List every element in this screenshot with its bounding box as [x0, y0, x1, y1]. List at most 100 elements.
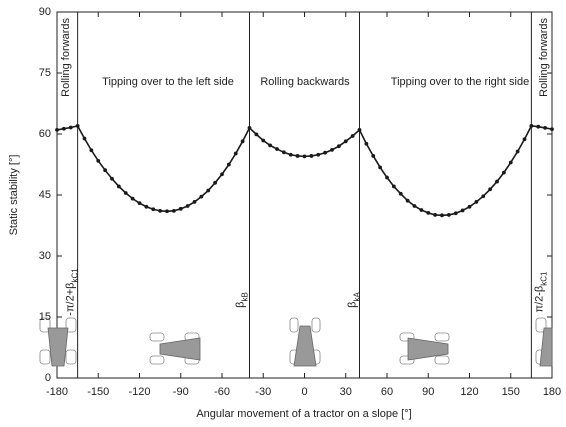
data-point	[336, 144, 341, 149]
annotation: Rolling forwards	[60, 18, 72, 97]
data-point	[103, 168, 108, 173]
data-point	[302, 154, 307, 159]
data-point	[268, 143, 273, 148]
annotation: Rolling backwards	[260, 76, 350, 88]
data-point	[247, 126, 252, 130]
data-point	[281, 150, 286, 155]
reference-label-main: -π/2+β	[65, 283, 77, 316]
x-tick-label: -30	[255, 386, 271, 398]
y-tick-label: 30	[39, 250, 51, 262]
x-axis-label: Angular movement of a tractor on a slope…	[196, 408, 411, 420]
data-point	[453, 211, 458, 216]
data-point	[550, 127, 554, 132]
reference-label: -π/2+βkC1	[65, 268, 80, 316]
reference-label-main: β	[234, 302, 246, 308]
data-point	[226, 162, 231, 167]
data-point	[440, 213, 444, 218]
reference-label: βkA	[346, 292, 361, 308]
x-tick-label: 30	[340, 386, 352, 398]
data-point	[206, 188, 211, 193]
x-tick-label: -60	[214, 386, 230, 398]
data-point	[55, 128, 59, 132]
data-point	[371, 154, 376, 158]
x-tick-label: 150	[502, 386, 520, 398]
data-point	[192, 200, 197, 204]
annotation: Rolling forwards	[538, 18, 550, 97]
data-point	[144, 204, 149, 209]
data-point	[536, 124, 541, 129]
x-tick-label: 120	[460, 386, 478, 398]
data-point	[110, 176, 114, 181]
data-point	[426, 210, 431, 215]
data-point	[240, 139, 245, 144]
data-point	[178, 206, 183, 211]
data-point	[323, 150, 328, 155]
data-point	[68, 125, 73, 130]
reference-label-sub: kC1	[539, 271, 548, 286]
data-point	[199, 194, 204, 199]
data-point	[275, 147, 279, 151]
plot-frame	[56, 11, 553, 379]
data-point	[295, 154, 300, 158]
data-point	[116, 184, 121, 189]
data-point	[233, 151, 238, 156]
tractor-icons	[39, 317, 553, 367]
data-point	[158, 208, 163, 213]
data-point	[467, 204, 472, 209]
reference-label-sub: kA	[352, 292, 361, 302]
data-point	[433, 213, 438, 217]
data-point	[364, 141, 369, 146]
x-tick-label: 90	[422, 386, 434, 398]
data-point	[330, 147, 334, 152]
data-point	[185, 204, 190, 208]
data-point	[488, 187, 493, 192]
y-tick-label: 90	[39, 6, 51, 18]
reference-label-sub: kB	[240, 292, 249, 301]
data-point	[481, 194, 486, 199]
y-tick-label: 60	[39, 128, 51, 140]
reference-label-main: β	[346, 302, 358, 308]
x-tick-label: 0	[301, 386, 307, 398]
data-point	[254, 132, 259, 137]
data-point	[357, 128, 362, 132]
data-point	[96, 158, 101, 163]
x-tick-label: -90	[173, 386, 189, 398]
data-point	[343, 139, 348, 144]
annotation: Tipping over to the left side	[102, 76, 234, 88]
reference-label: π/2-βkC1	[533, 271, 548, 313]
y-tick-label: 45	[39, 189, 51, 201]
data-point	[543, 126, 548, 130]
y-tick-label: 15	[39, 311, 51, 323]
data-point	[405, 198, 410, 203]
data-point	[220, 172, 224, 177]
data-point	[385, 175, 389, 180]
data-point	[171, 208, 176, 213]
data-point	[316, 152, 321, 157]
data-point	[495, 179, 499, 184]
data-point	[123, 191, 128, 195]
x-tick-label: -180	[46, 386, 68, 398]
data-point	[350, 134, 355, 138]
data-point	[82, 136, 87, 141]
data-point	[398, 191, 403, 196]
data-point	[522, 137, 527, 142]
data-point	[130, 196, 135, 201]
annotation: Tipping over to the right side	[391, 76, 529, 88]
data-point	[419, 208, 424, 212]
data-point	[378, 165, 383, 170]
data-point	[446, 213, 451, 217]
y-tick-label: 0	[45, 372, 51, 384]
data-point	[261, 138, 266, 143]
x-tick-label: -120	[128, 386, 150, 398]
data-point	[501, 170, 506, 175]
data-point	[508, 160, 513, 165]
x-tick-label: -150	[87, 386, 109, 398]
reference-label-main: π/2-β	[533, 286, 545, 313]
data-point	[309, 154, 314, 158]
data-point	[460, 208, 465, 213]
data-point	[391, 184, 396, 189]
data-point	[529, 123, 534, 128]
reference-label: βkB	[234, 292, 249, 308]
y-tick-label: 75	[39, 67, 51, 79]
